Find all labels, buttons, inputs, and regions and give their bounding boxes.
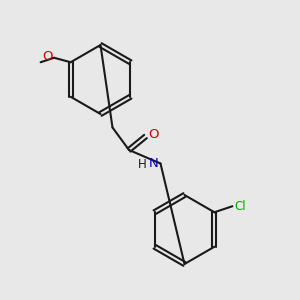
- Text: H: H: [138, 158, 147, 172]
- Text: O: O: [148, 128, 158, 142]
- Text: N: N: [149, 157, 159, 170]
- Text: Cl: Cl: [234, 200, 245, 213]
- Text: O: O: [42, 50, 52, 63]
